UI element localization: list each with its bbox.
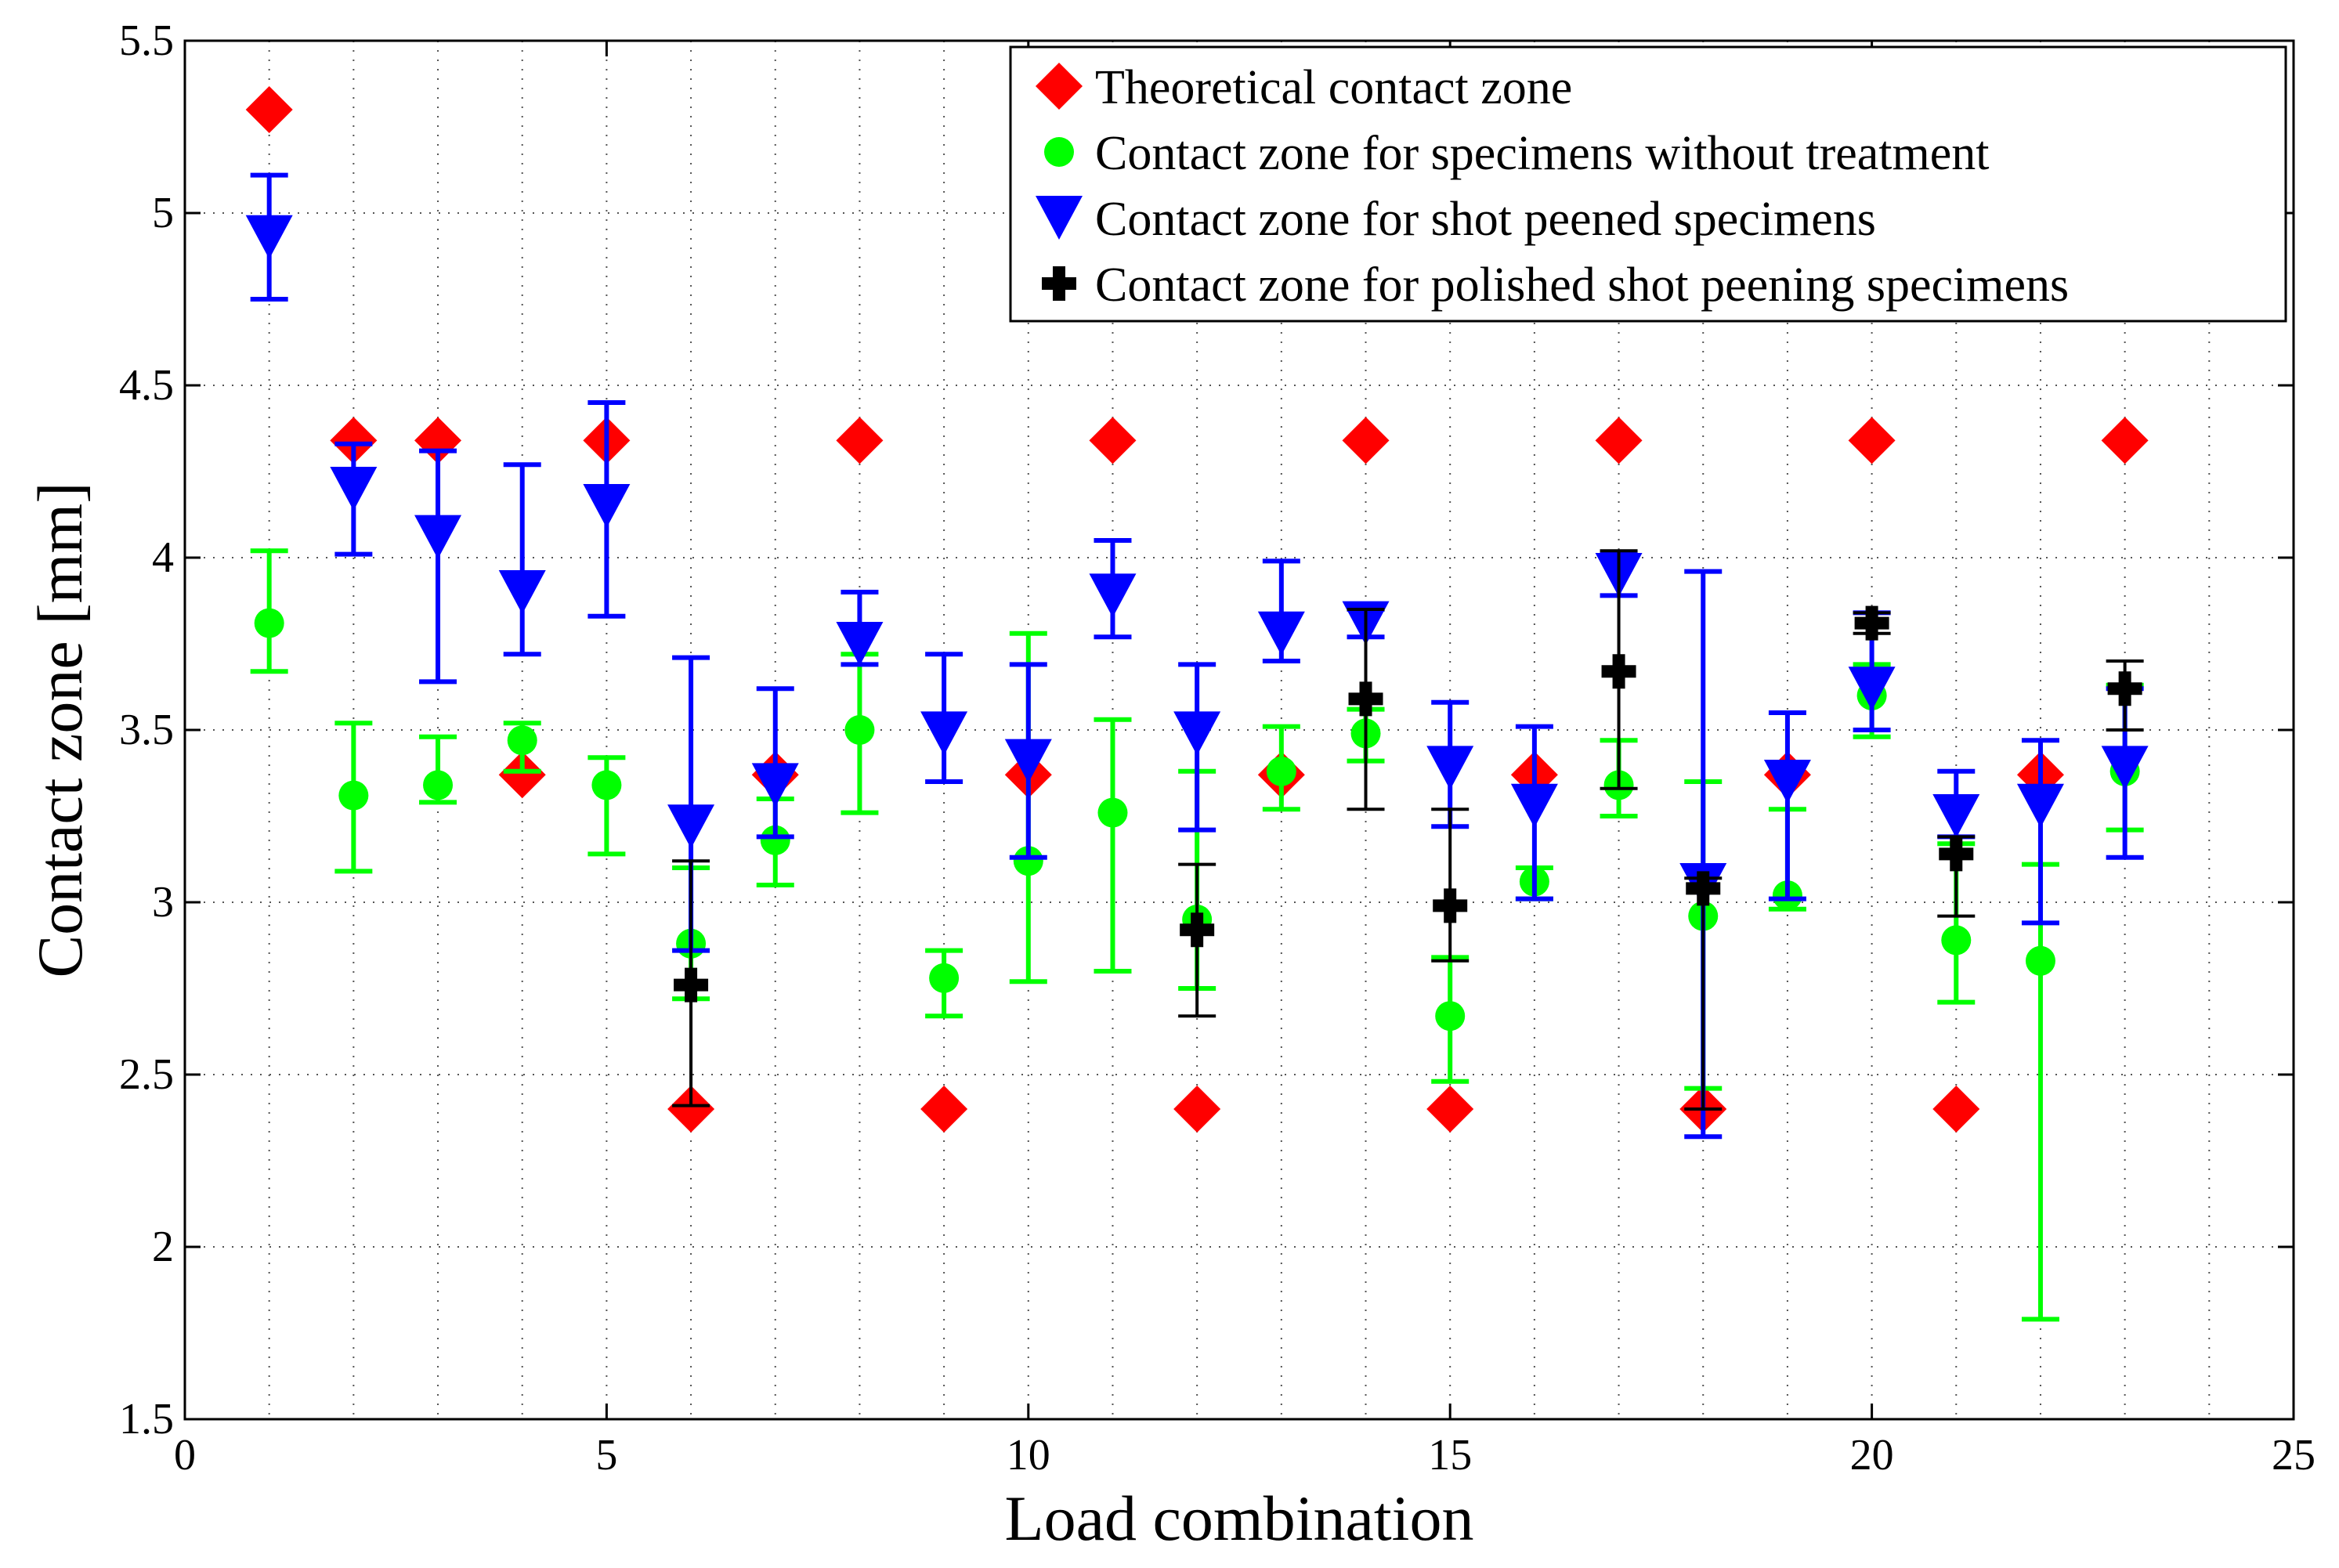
x-axis-label: Load combination — [1005, 1483, 1474, 1554]
data-point — [1426, 1086, 1474, 1133]
data-point — [836, 622, 884, 666]
legend: Theoretical contact zone Contact zone for… — [1009, 45, 2287, 323]
y-tick-label: 4 — [152, 533, 174, 582]
data-point — [1348, 681, 1383, 717]
y-tick-label: 3 — [152, 878, 174, 927]
x-tick-label: 25 — [2272, 1431, 2316, 1479]
legend-label: Contact zone for specimens without treat… — [1095, 127, 1990, 180]
data-point — [1941, 925, 1972, 956]
data-point — [498, 570, 546, 614]
data-point — [245, 215, 293, 259]
data-point — [920, 1086, 968, 1133]
data-point — [423, 770, 454, 800]
data-point — [1089, 573, 1137, 618]
y-tick-label: 3.5 — [119, 706, 174, 754]
x-tick-label: 15 — [1428, 1431, 1472, 1479]
y-tick-label: 4.5 — [119, 361, 174, 410]
legend-marker — [1036, 63, 1083, 110]
data-point — [836, 417, 884, 464]
legend-marker — [1036, 196, 1083, 240]
data-point — [1932, 1086, 1980, 1133]
data-point — [1257, 611, 1305, 656]
data-point — [414, 515, 462, 559]
legend-label: Theoretical contact zone — [1095, 61, 1572, 114]
data-point — [507, 725, 537, 756]
data-point — [1932, 794, 1980, 838]
data-point — [1097, 797, 1128, 828]
y-tick-label: 2 — [152, 1223, 174, 1271]
data-point — [760, 825, 790, 855]
y-tick-label: 5 — [152, 189, 174, 237]
data-point — [1089, 417, 1137, 464]
data-point — [1939, 836, 1974, 872]
data-point — [920, 711, 968, 756]
data-point — [1173, 1086, 1221, 1133]
legend-entry: Contact zone for shot peened specimens — [1036, 193, 1876, 246]
data-point — [583, 484, 631, 528]
x-tick-label: 20 — [1850, 1431, 1894, 1479]
data-point — [498, 751, 546, 799]
data-point — [2016, 783, 2064, 828]
y-tick-label: 5.5 — [119, 16, 174, 65]
data-point — [2101, 417, 2149, 464]
data-point — [667, 1086, 715, 1133]
x-tick-label: 10 — [1007, 1431, 1050, 1479]
x-axis-tick-labels: 0 5 10 15 20 25 — [174, 1431, 2316, 1479]
y-axis-tick-labels: 1.5 2 2.5 3 3.5 4 4.5 5 5.5 — [119, 16, 174, 1443]
data-point — [1433, 888, 1468, 923]
data-point — [2025, 945, 2055, 976]
data-point — [2101, 746, 2149, 790]
legend-entry: Theoretical contact zone — [1036, 61, 1572, 114]
x-tick-label: 0 — [174, 1431, 196, 1479]
legend-marker — [1042, 266, 1076, 301]
legend-box — [1009, 45, 2287, 323]
data-point — [667, 804, 715, 849]
data-point — [1266, 756, 1296, 786]
legend-label: Contact zone for shot peened specimens — [1095, 193, 1876, 246]
data-point — [1004, 739, 1052, 783]
data-point — [1342, 417, 1390, 464]
data-point — [245, 86, 293, 133]
data-point — [330, 417, 378, 464]
data-point — [1686, 871, 1721, 906]
data-point — [1601, 654, 1636, 689]
data-point — [1854, 605, 1889, 641]
data-point — [1848, 667, 1896, 711]
legend-label: Contact zone for polished shot peening s… — [1095, 258, 2069, 312]
data-point — [591, 770, 622, 800]
data-series — [245, 86, 2149, 1322]
data-point — [1013, 846, 1043, 876]
y-axis-label: Contact zone [mm] — [24, 482, 96, 977]
data-point — [254, 608, 284, 638]
data-point — [1848, 417, 1896, 464]
x-tick-label: 5 — [595, 1431, 617, 1479]
series-4 — [672, 549, 2144, 1111]
data-point — [1510, 783, 1558, 828]
legend-entry: Contact zone for specimens without treat… — [1044, 127, 1990, 180]
data-point — [1435, 1001, 1466, 1031]
data-point — [1173, 711, 1221, 756]
data-point — [338, 780, 369, 811]
data-point — [2107, 671, 2142, 706]
data-point — [1595, 417, 1643, 464]
data-point — [1180, 912, 1215, 948]
data-point — [674, 967, 709, 1003]
y-tick-label: 1.5 — [119, 1395, 174, 1443]
data-point — [844, 715, 875, 745]
data-point — [330, 467, 378, 511]
legend-entry: Contact zone for polished shot peening s… — [1042, 258, 2069, 312]
data-point — [1763, 760, 1811, 804]
data-point — [929, 963, 960, 993]
data-point — [1426, 746, 1474, 790]
legend-marker — [1044, 137, 1074, 167]
data-point — [751, 763, 799, 807]
y-tick-label: 2.5 — [119, 1050, 174, 1099]
